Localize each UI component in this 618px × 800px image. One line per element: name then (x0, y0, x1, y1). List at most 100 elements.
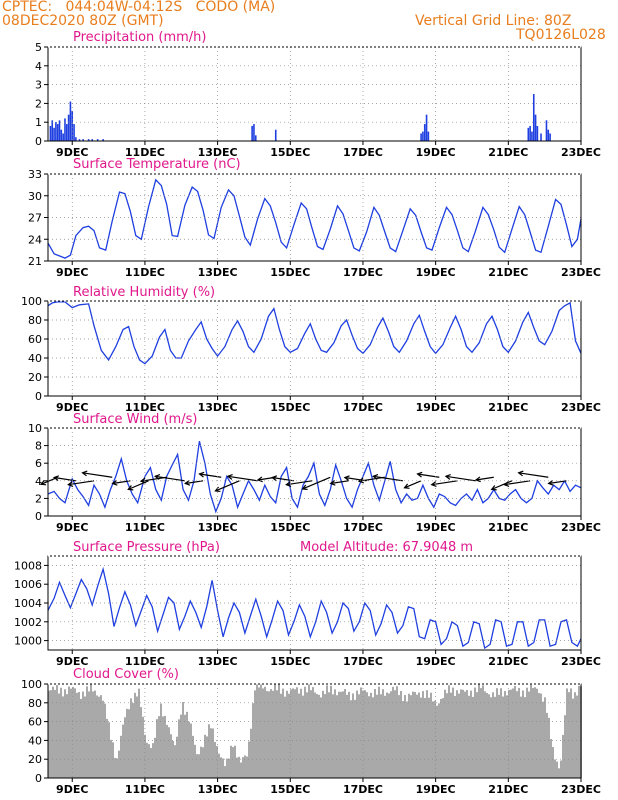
precip-bar-22 (253, 124, 255, 141)
cloud-bar (428, 697, 430, 778)
precip-ytick-label: 3 (35, 79, 42, 92)
cloud-bar (116, 758, 118, 778)
precip-bar-14 (75, 137, 77, 141)
cloud-bar (118, 750, 120, 778)
rh-xtick-label: 17DEC (343, 401, 383, 414)
cloud-bar (70, 688, 72, 778)
cloud-ytick-label: 80 (28, 697, 42, 710)
cloud-bar (52, 686, 54, 778)
wind-arrow-head (357, 477, 364, 484)
wind-series-line (47, 441, 582, 514)
temp-ytick-label: 27 (28, 212, 42, 225)
cloud-bar (434, 700, 436, 778)
cloud-bar (88, 691, 90, 778)
precip-bar-25 (420, 133, 422, 141)
cloud-bar (552, 747, 554, 778)
cloud-bar (310, 690, 312, 778)
cloud-bar (80, 698, 82, 778)
wind-arrow (155, 475, 185, 482)
cloud-bar (576, 695, 578, 778)
precip-xtick-label: 9DEC (56, 146, 88, 159)
cloud-bar (264, 686, 266, 778)
cloud-bar (422, 691, 424, 778)
wind-arrow-head (81, 470, 88, 477)
cloud-bar (452, 687, 454, 778)
cloud-bar (84, 696, 86, 778)
cloud-bar (536, 688, 538, 778)
cloud-bar (558, 768, 560, 778)
header-station: CPTEC: 044:04W-04:12S CODO (MA) (2, 0, 276, 15)
wind-ytick-label: 8 (35, 440, 42, 453)
wind-arrow-head (127, 485, 134, 491)
precip-bar-13 (73, 124, 75, 141)
cloud-bar (280, 693, 282, 778)
precip-bar-12 (71, 110, 74, 141)
cloud-bar (212, 728, 214, 778)
temp-xtick-label: 9DEC (56, 266, 88, 279)
cloud-bar (146, 742, 148, 778)
cloud-bar (162, 716, 164, 778)
precip-bar-21 (251, 125, 253, 141)
wind-arrow (185, 480, 204, 485)
cloud-bar (376, 694, 378, 778)
wind-panel: Surface Wind (m/s) 0 2 4 6 8 10 9DEC 11DEC 13DEC 1… (28, 412, 601, 534)
cloud-bar (142, 716, 144, 778)
cloud-bar (124, 717, 126, 778)
cloud-bar (218, 753, 220, 778)
cloud-bar (364, 690, 366, 778)
precip-bar-19 (96, 139, 99, 141)
temp-xtick-label: 21DEC (488, 266, 528, 279)
pressure-xtick-label: 13DEC (198, 655, 238, 668)
cloud-bar (184, 714, 186, 778)
temp-ytick-label: 33 (28, 168, 42, 181)
cloud-bar (426, 690, 428, 778)
cloud-xtick-label: 15DEC (270, 783, 310, 796)
precip-bar-3 (55, 122, 57, 141)
cloud-bar (468, 695, 470, 778)
precip-bar-16 (82, 139, 84, 141)
cloud-bar (510, 689, 512, 778)
cloud-bar (394, 690, 396, 778)
cloud-bar (436, 705, 438, 778)
cloud-bar (352, 693, 354, 778)
cloud-bar (60, 687, 62, 778)
cloud-bar (342, 691, 344, 778)
cloud-bar (304, 686, 306, 778)
wind-arrow-head (503, 481, 510, 487)
wind-ytick-label: 4 (35, 475, 42, 488)
cloud-frame (47, 683, 582, 779)
cloud-bar (258, 687, 260, 778)
cloud-bar (562, 734, 564, 778)
cloud-bar (370, 692, 372, 778)
cloud-bar (168, 727, 170, 778)
cloud-bar (524, 697, 526, 778)
cloud-bar (448, 685, 450, 778)
cloud-bar (368, 696, 370, 778)
cloud-bar (298, 693, 300, 778)
temp-xtick-label: 19DEC (416, 266, 456, 279)
cloud-bar (542, 701, 544, 778)
wind-xtick-label: 19DEC (416, 521, 456, 534)
precip-bar-7 (62, 133, 64, 141)
temp-xtick-label: 13DEC (198, 266, 238, 279)
cloud-bar (346, 694, 348, 778)
pressure-xtick-label: 23DEC (561, 655, 601, 668)
cloud-bar (560, 760, 562, 778)
cloud-bar (130, 698, 132, 778)
cloud-bar (48, 690, 50, 778)
wind-xtick-label: 15DEC (270, 521, 310, 534)
precip-ytick-label: 0 (35, 135, 42, 148)
cloud-bar (358, 694, 360, 778)
cloud-bar (104, 703, 106, 778)
cloud-bar (66, 694, 68, 778)
cloud-bar (340, 691, 342, 778)
wind-arrow-head (67, 481, 74, 487)
wind-arrow (504, 480, 531, 486)
wind-xtick-label: 13DEC (198, 521, 238, 534)
pressure-xtick-label: 17DEC (343, 655, 383, 668)
precip-ytick-label: 4 (35, 60, 42, 73)
cloud-bar (440, 698, 442, 778)
cloud-bar (108, 722, 110, 778)
wind-arrow-head (198, 471, 205, 478)
cloud-panel: Cloud Cover (%) 0 20 40 60 80 100 9DEC 11DEC 13DE… (21, 667, 601, 796)
